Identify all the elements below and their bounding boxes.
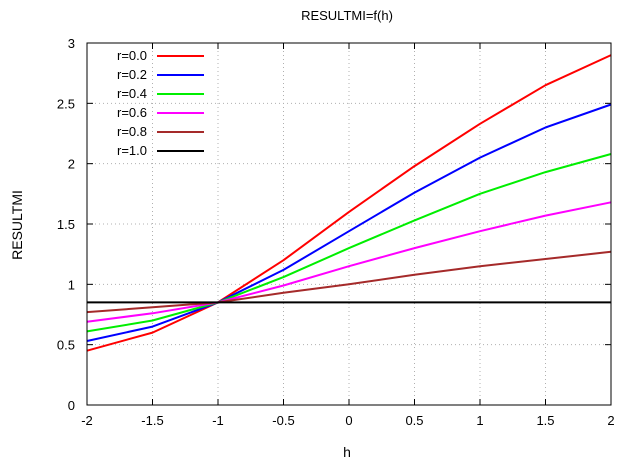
x-tick-label: 2 — [607, 413, 614, 428]
plot-frame — [86, 42, 612, 406]
series-line — [86, 250, 612, 314]
x-axis-label: h — [343, 444, 351, 460]
legend-label: r=0.4 — [117, 86, 147, 101]
legend-label: r=0.8 — [117, 124, 147, 139]
x-tick-label: 1 — [476, 413, 483, 428]
y-tick-label: 3 — [68, 36, 75, 51]
y-tick-label: 1 — [68, 277, 75, 292]
x-tick-label: -1.5 — [141, 413, 163, 428]
y-axis-label: RESULTMI — [9, 190, 25, 260]
legend-label: r=0.0 — [117, 48, 147, 63]
y-tick-label: 1.5 — [57, 217, 75, 232]
grid — [87, 43, 611, 405]
x-tick-label: -1 — [212, 413, 224, 428]
legend: r=0.0 r=0.2 r=0.4 r=0.6 r=0.8 r=1.0 — [117, 48, 204, 158]
series-lines — [86, 54, 612, 352]
x-tick-label: 0.5 — [405, 413, 423, 428]
legend-label: r=0.2 — [117, 67, 147, 82]
y-tick-label: 0.5 — [57, 338, 75, 353]
chart-title: RESULTMI=f(h) — [301, 8, 393, 23]
series-line — [86, 103, 612, 342]
x-tick-label: -2 — [81, 413, 93, 428]
y-tick-label: 2 — [68, 157, 75, 172]
series-line — [86, 201, 612, 323]
x-tick-label: -0.5 — [272, 413, 294, 428]
x-tick-label: 1.5 — [536, 413, 554, 428]
series-line — [86, 153, 612, 333]
legend-label: r=1.0 — [117, 143, 147, 158]
y-tick-label: 2.5 — [57, 96, 75, 111]
y-tick-label: 0 — [68, 398, 75, 413]
series-line — [86, 54, 612, 352]
x-tick-label: 0 — [345, 413, 352, 428]
legend-label: r=0.6 — [117, 105, 147, 120]
